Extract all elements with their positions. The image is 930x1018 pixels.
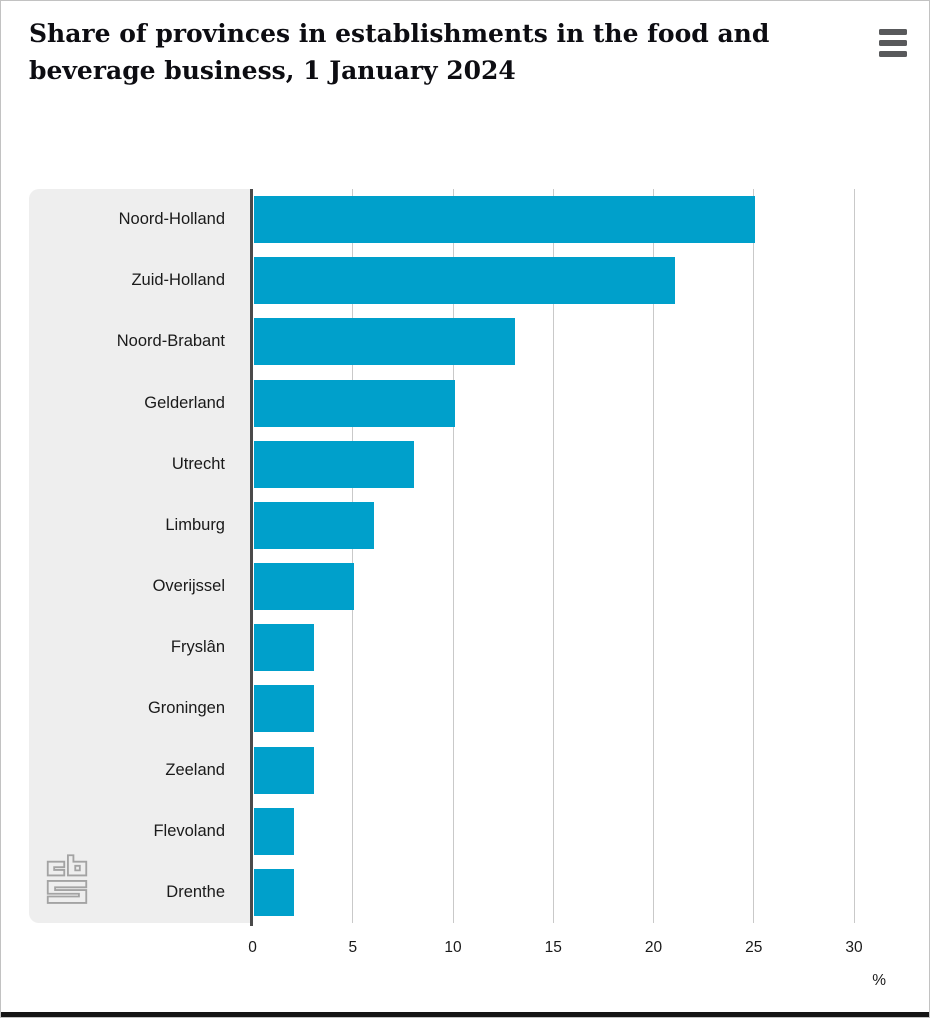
x-tick-label: 25 (745, 939, 763, 956)
bar[interactable] (254, 746, 315, 794)
y-axis-line (250, 189, 253, 926)
bar[interactable] (254, 379, 455, 427)
x-tick-label: 15 (544, 939, 562, 956)
chart-title: Share of provinces in establishments in … (29, 19, 770, 85)
bar[interactable] (254, 257, 676, 305)
gridline (853, 189, 855, 923)
category-label: Utrecht (171, 454, 225, 473)
chart-row: Noord-Holland (1, 189, 929, 250)
category-label: Limburg (165, 515, 225, 534)
chart-row: Utrecht (1, 434, 929, 495)
x-tick-label: 20 (644, 939, 663, 956)
bar[interactable] (254, 868, 295, 916)
hamburger-icon (878, 29, 908, 57)
bar[interactable] (254, 807, 295, 855)
gridline (452, 189, 454, 923)
gridline (753, 189, 755, 923)
category-label: Flevoland (153, 821, 225, 840)
x-tick-label: 10 (444, 939, 462, 956)
category-label-panel (29, 189, 251, 923)
chart-row: Overijssel (1, 556, 929, 617)
gridline (352, 189, 354, 923)
chart-row: Zeeland (1, 740, 929, 801)
chart-row: Gelderland (1, 373, 929, 434)
x-tick-label: 30 (845, 939, 863, 956)
category-label: Noord-Holland (118, 210, 225, 228)
bar[interactable] (254, 624, 315, 672)
bottom-strip (1, 1012, 929, 1017)
chart-row: Drenthe (1, 862, 929, 923)
category-label: Noord-Brabant (116, 332, 225, 351)
x-tick-label: 5 (348, 939, 358, 956)
bar[interactable] (254, 318, 515, 366)
bar[interactable] (254, 685, 315, 733)
category-label: Zeeland (165, 760, 225, 779)
menu-button[interactable] (878, 28, 908, 58)
bar[interactable] (254, 501, 375, 549)
chart-row: Noord-Brabant (1, 311, 929, 372)
category-label: Overijssel (152, 577, 225, 595)
bar[interactable] (254, 563, 355, 611)
chart-row: Groningen (1, 678, 929, 739)
category-label: Groningen (147, 699, 225, 718)
category-label: Fryslân (170, 638, 225, 657)
x-tick-label: 0 (248, 939, 257, 956)
category-label: Drenthe (166, 882, 225, 901)
bar[interactable] (254, 196, 756, 244)
category-label: Gelderland (144, 393, 225, 412)
category-label: Zuid-Holland (131, 271, 225, 290)
chart-row: Zuid-Holland (1, 250, 929, 311)
gridline (653, 189, 654, 923)
chart-row: Limburg (1, 495, 929, 556)
x-axis-unit-label: % (872, 972, 886, 989)
chart-row: Flevoland (1, 801, 929, 862)
cbs-logo (46, 854, 88, 904)
gridline (552, 189, 554, 923)
bar[interactable] (254, 440, 415, 488)
chart-row: Fryslân (1, 617, 929, 678)
